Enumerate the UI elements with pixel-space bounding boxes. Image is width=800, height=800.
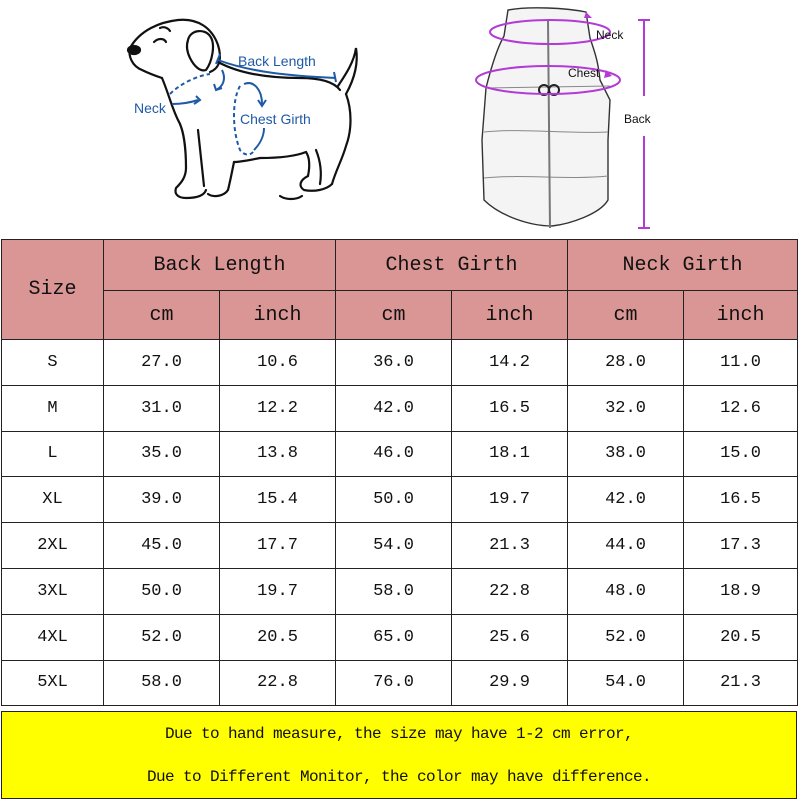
value-cell: 16.5 (683, 476, 798, 524)
table-row: 4XL 52.0 20.5 65.0 25.6 52.0 20.5 (1, 613, 798, 661)
value-cell: 22.8 (219, 659, 336, 707)
unit-header: inch (451, 290, 568, 340)
value-cell: 20.5 (683, 613, 798, 661)
value-cell: 35.0 (103, 430, 220, 478)
value-cell: 50.0 (103, 567, 220, 615)
size-cell: 3XL (1, 567, 104, 615)
size-cell: S (1, 339, 104, 386)
value-cell: 21.3 (451, 522, 568, 569)
value-cell: 44.0 (567, 522, 684, 569)
value-cell: 76.0 (335, 659, 452, 707)
table-row: L 35.0 13.8 46.0 18.1 38.0 15.0 (1, 430, 798, 478)
value-cell: 38.0 (567, 430, 684, 478)
value-cell: 54.0 (567, 659, 684, 707)
unit-header: inch (683, 290, 798, 340)
value-cell: 10.6 (219, 339, 336, 386)
back-length-header: Back Length (103, 239, 336, 291)
size-cell: L (1, 430, 104, 478)
disclaimer-note: Due to hand measure, the size may have 1… (1, 711, 797, 799)
value-cell: 12.6 (683, 384, 798, 432)
value-cell: 54.0 (335, 522, 452, 569)
size-chart-table: Size Back Length Chest Girth Neck Girth … (1, 239, 798, 707)
note-line-measure-error: Due to hand measure, the size may have 1… (164, 724, 634, 743)
unit-header: cm (567, 290, 684, 340)
vest-neck-label: Neck (596, 28, 624, 42)
value-cell: 19.7 (219, 567, 336, 615)
dog-back-length-label: Back Length (238, 53, 316, 69)
value-cell: 21.3 (683, 659, 798, 707)
value-cell: 22.8 (451, 567, 568, 615)
value-cell: 15.0 (683, 430, 798, 478)
table-row: M 31.0 12.2 42.0 16.5 32.0 12.6 (1, 384, 798, 432)
header-row-units: cm inch cm inch cm inch (2, 290, 798, 340)
dog-chest-girth-label: Chest Girth (240, 111, 311, 127)
table-row: XL 39.0 15.4 50.0 19.7 42.0 16.5 (1, 476, 798, 524)
value-cell: 45.0 (103, 522, 220, 569)
value-cell: 42.0 (567, 476, 684, 524)
note-line-monitor-color: Due to Different Monitor, the color may … (146, 767, 652, 786)
dog-measurement-icon (126, 18, 358, 201)
unit-header: cm (103, 290, 220, 340)
value-cell: 27.0 (103, 339, 220, 386)
chest-girth-header: Chest Girth (335, 239, 568, 291)
table-row: S 27.0 10.6 36.0 14.2 28.0 11.0 (1, 339, 798, 386)
neck-girth-header: Neck Girth (567, 239, 798, 291)
value-cell: 58.0 (335, 567, 452, 615)
unit-header: cm (335, 290, 452, 340)
value-cell: 25.6 (451, 613, 568, 661)
size-cell: 2XL (1, 522, 104, 569)
table-row: 5XL 58.0 22.8 76.0 29.9 54.0 21.3 (1, 659, 798, 707)
value-cell: 11.0 (683, 339, 798, 386)
value-cell: 52.0 (567, 613, 684, 661)
value-cell: 12.2 (219, 384, 336, 432)
value-cell: 39.0 (103, 476, 220, 524)
value-cell: 20.5 (219, 613, 336, 661)
vest-measurement-icon (475, 7, 650, 229)
value-cell: 19.7 (451, 476, 568, 524)
value-cell: 31.0 (103, 384, 220, 432)
value-cell: 15.4 (219, 476, 336, 524)
value-cell: 17.3 (683, 522, 798, 569)
vest-chest-label: Chest (568, 66, 600, 80)
size-cell: XL (1, 476, 104, 524)
value-cell: 14.2 (451, 339, 568, 386)
table-row: 3XL 50.0 19.7 58.0 22.8 48.0 18.9 (1, 567, 798, 615)
value-cell: 13.8 (219, 430, 336, 478)
value-cell: 18.9 (683, 567, 798, 615)
size-cell: M (1, 384, 104, 432)
value-cell: 32.0 (567, 384, 684, 432)
value-cell: 17.7 (219, 522, 336, 569)
value-cell: 52.0 (103, 613, 220, 661)
size-cell: 4XL (1, 613, 104, 661)
size-column-header: Size (1, 239, 104, 340)
size-cell: 5XL (1, 659, 104, 707)
unit-header: inch (219, 290, 336, 340)
value-cell: 46.0 (335, 430, 452, 478)
value-cell: 36.0 (335, 339, 452, 386)
table-row: 2XL 45.0 17.7 54.0 21.3 44.0 17.3 (1, 522, 798, 569)
value-cell: 16.5 (451, 384, 568, 432)
vest-back-label: Back (624, 112, 651, 126)
dog-neck-label: Neck (134, 100, 166, 116)
illustration-area: Back Length Neck Chest Girth Neck Chest … (0, 0, 800, 238)
value-cell: 29.9 (451, 659, 568, 707)
value-cell: 58.0 (103, 659, 220, 707)
value-cell: 18.1 (451, 430, 568, 478)
header-row-groups: Size Back Length Chest Girth Neck Girth (1, 239, 798, 340)
value-cell: 42.0 (335, 384, 452, 432)
value-cell: 65.0 (335, 613, 452, 661)
value-cell: 28.0 (567, 339, 684, 386)
value-cell: 50.0 (335, 476, 452, 524)
value-cell: 48.0 (567, 567, 684, 615)
